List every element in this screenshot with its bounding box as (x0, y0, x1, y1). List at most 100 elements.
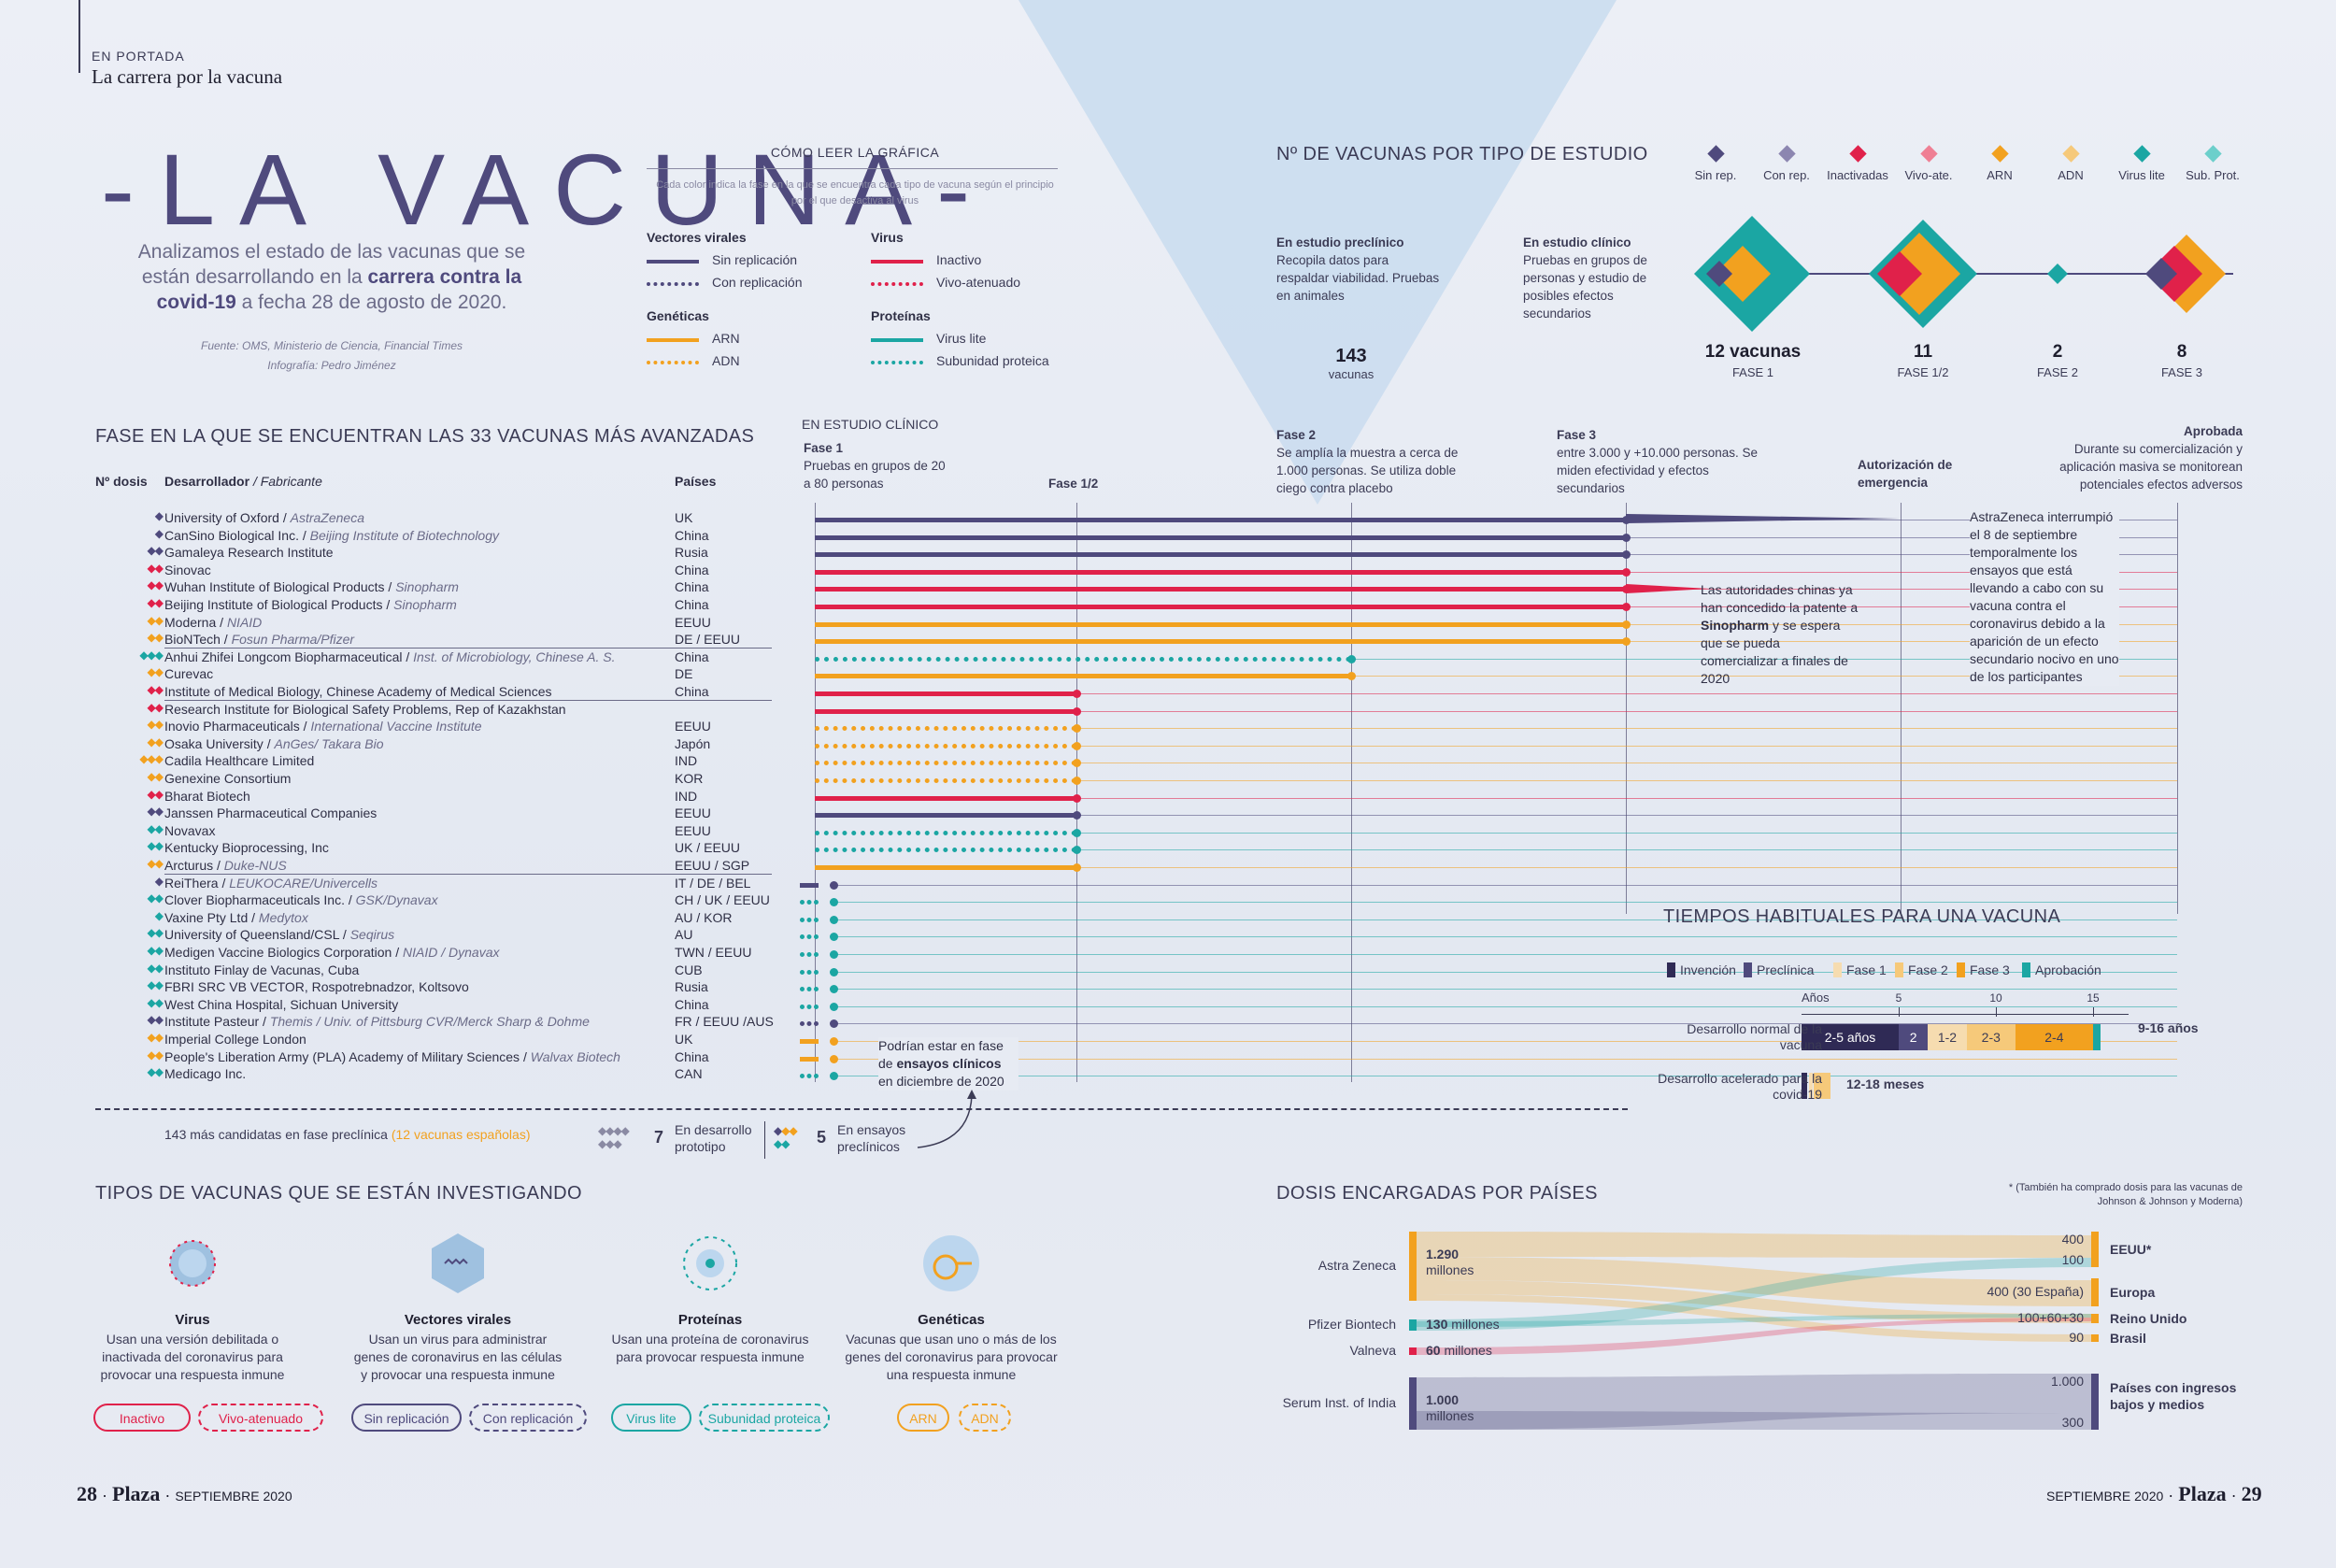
table-row: ReiThera / LEUKOCARE/Univercells (164, 875, 377, 891)
legend-label: Vivo-atenuado (936, 275, 1021, 290)
dose-diamonds: ◆◆ (147, 544, 164, 558)
timeline-legend-swatch (1957, 962, 1965, 977)
legend-group-3: Proteínas (871, 308, 931, 323)
row-country: EEUU / SGP (675, 858, 750, 873)
clinical-block: En estudio clínico Pruebas en grupos de p… (1523, 235, 1647, 321)
diamond-fase-1 (1694, 216, 1810, 332)
preclinical-trial-diamonds: ◆◆◆ ◆◆ (774, 1124, 798, 1150)
row-maker: Sinopharm (393, 597, 457, 612)
table-row: Clover Biopharmaceuticals Inc. / GSK/Dyn… (164, 892, 438, 908)
timeline-legend-label: Fase 3 (1970, 962, 2010, 977)
timeline-segment: 2-3 (1966, 1024, 2016, 1050)
note-arrow (917, 1090, 976, 1148)
phase-trail (833, 1005, 2177, 1007)
phase-count-value: 11 (1913, 342, 1933, 362)
row-developer: Wuhan Institute of Biological Products (164, 579, 385, 595)
dose-source-amount: 130 millones (1426, 1317, 1500, 1333)
timeline-legend-label: Invención (1680, 962, 1736, 977)
timeline-fast-total: 12-18 meses (1846, 1076, 1925, 1091)
dose-diamonds: ◆◆◆ (139, 752, 164, 766)
dose-source-amount: 60 millones (1426, 1343, 1492, 1359)
phase-bar (815, 865, 1076, 870)
table-row: BioNTech / Fosun Pharma/Pfizer (164, 632, 355, 648)
phase-gridline (2177, 503, 2178, 914)
legend-swatch (647, 260, 699, 264)
vaccine-types-title: TIPOS DE VACUNAS QUE SE ESTÁN INVESTIGAN… (95, 1183, 582, 1204)
table-row: Novavax (164, 823, 215, 838)
dose-source-bar (1409, 1377, 1417, 1430)
row-country: AU / KOR (675, 909, 733, 925)
diamond-fase-3 (2145, 235, 2226, 313)
table-row: Bharat Biotech (164, 789, 250, 804)
dose-diamonds: ◆ (154, 908, 164, 922)
dose-diamonds: ◆◆ (147, 891, 164, 905)
table-row: Medicago Inc. (164, 1066, 246, 1081)
row-developer: Arcturus (164, 858, 214, 873)
vaccine-type-desc: Usan una proteína de coronavirus para pr… (611, 1332, 809, 1364)
timeline-fast-invention (1802, 1073, 1807, 1099)
dose-target-value: 1.000 (2050, 1374, 2084, 1389)
section-title: La carrera por la vacuna (92, 65, 283, 88)
phase-header-desc: Se amplía la muestra a cerca de 1.000 pe… (1276, 446, 1459, 495)
phase-bar (815, 656, 1351, 662)
vaccine-type-pill: ARN (897, 1404, 949, 1432)
protein-icon (683, 1236, 737, 1290)
phase-trail (1076, 745, 2177, 747)
phase-bar (815, 535, 1626, 540)
phase-count: 12 vacunas FASE 1 (1688, 342, 1818, 379)
phase-trail (1076, 867, 2177, 868)
dose-source-name: Pfizer Biontech (1307, 1317, 1396, 1332)
dose-diamonds: ◆◆ (147, 944, 164, 957)
phase-count-label: FASE 3 (2160, 365, 2203, 379)
phase-trail (833, 884, 2177, 886)
row-developer: Beijing Institute of Biological Products (164, 597, 383, 612)
phase-gridline (815, 503, 816, 1082)
table-row: Medigen Vaccine Biologics Corporation / … (164, 945, 500, 960)
col-doses: Nº dosis (95, 474, 148, 489)
dose-amount-value: 1.290 (1426, 1247, 1460, 1262)
timeline-legend-swatch (2022, 962, 2030, 977)
timeline-segment: 2-5 años (1802, 1024, 1899, 1050)
phase-bar (800, 1039, 819, 1044)
table-row: Wuhan Institute of Biological Products /… (164, 579, 459, 595)
dose-target-value: 90 (2069, 1330, 2084, 1345)
timeline-segment (2093, 1024, 2101, 1050)
phase-count: 11 FASE 1/2 (1858, 342, 1988, 379)
phase-trail (833, 1023, 2177, 1025)
table-row: FBRI SRC VB VECTOR, Rospotrebnadzor, Kol… (164, 979, 469, 994)
phase-bar (815, 674, 1351, 679)
dose-diamonds: ◆◆ (147, 1013, 164, 1027)
table-row: Osaka University / AnGes/ Takara Bio (164, 735, 384, 751)
prototype-count: 7 (654, 1128, 664, 1147)
phase-bar (800, 1021, 819, 1027)
row-maker: GSK/Dynavax (355, 892, 438, 908)
row-maker: Seqirus (349, 927, 395, 943)
dose-target-name: Brasil (2110, 1331, 2146, 1346)
dose-diamonds: ◆◆ (147, 700, 164, 714)
row-country: Rusia (675, 979, 708, 995)
timeline-axis (1802, 1014, 2129, 1015)
row-developer: Novavax (164, 822, 216, 838)
row-country: China (675, 597, 709, 612)
col-developer: Desarrollador / Fabricante (164, 474, 322, 489)
phase-trail (833, 1041, 2177, 1042)
phase-bar (815, 518, 1626, 522)
timeline-legend-label: Preclínica (1757, 962, 1815, 977)
table-row: Institute of Medical Biology, Chinese Ac… (164, 684, 552, 699)
row-developer: Janssen Pharmaceutical Companies (164, 805, 377, 821)
preclinical-summary: 143 más candidatas en fase preclínica (1… (164, 1127, 531, 1142)
source-credits: Fuente: OMS, Ministerio de Ciencia, Fina… (201, 339, 463, 372)
dose-amount-unit: millones (1426, 1408, 1474, 1423)
phase-header-title: Fase 3 (1557, 428, 1597, 442)
phase-header-desc: entre 3.000 y +10.000 personas. Se miden… (1557, 446, 1759, 495)
row-developer: CanSino Biological Inc. (164, 527, 299, 543)
dose-flow-band (1417, 1280, 2091, 1323)
vaccine-type-pill: Sin replicación (351, 1404, 462, 1432)
phase-trail (1626, 589, 2177, 591)
row-country: UK / EEUU (675, 840, 741, 856)
phase-table-title: FASE EN LA QUE SE ENCUENTRAN LAS 33 VACU… (95, 426, 755, 447)
legend-label: Con replicación (712, 275, 803, 290)
dose-flow-band (1417, 1258, 2091, 1331)
legend-study-label: Con rep. (1763, 168, 1810, 182)
dose-target-value: 100+60+30 (2017, 1310, 2084, 1325)
